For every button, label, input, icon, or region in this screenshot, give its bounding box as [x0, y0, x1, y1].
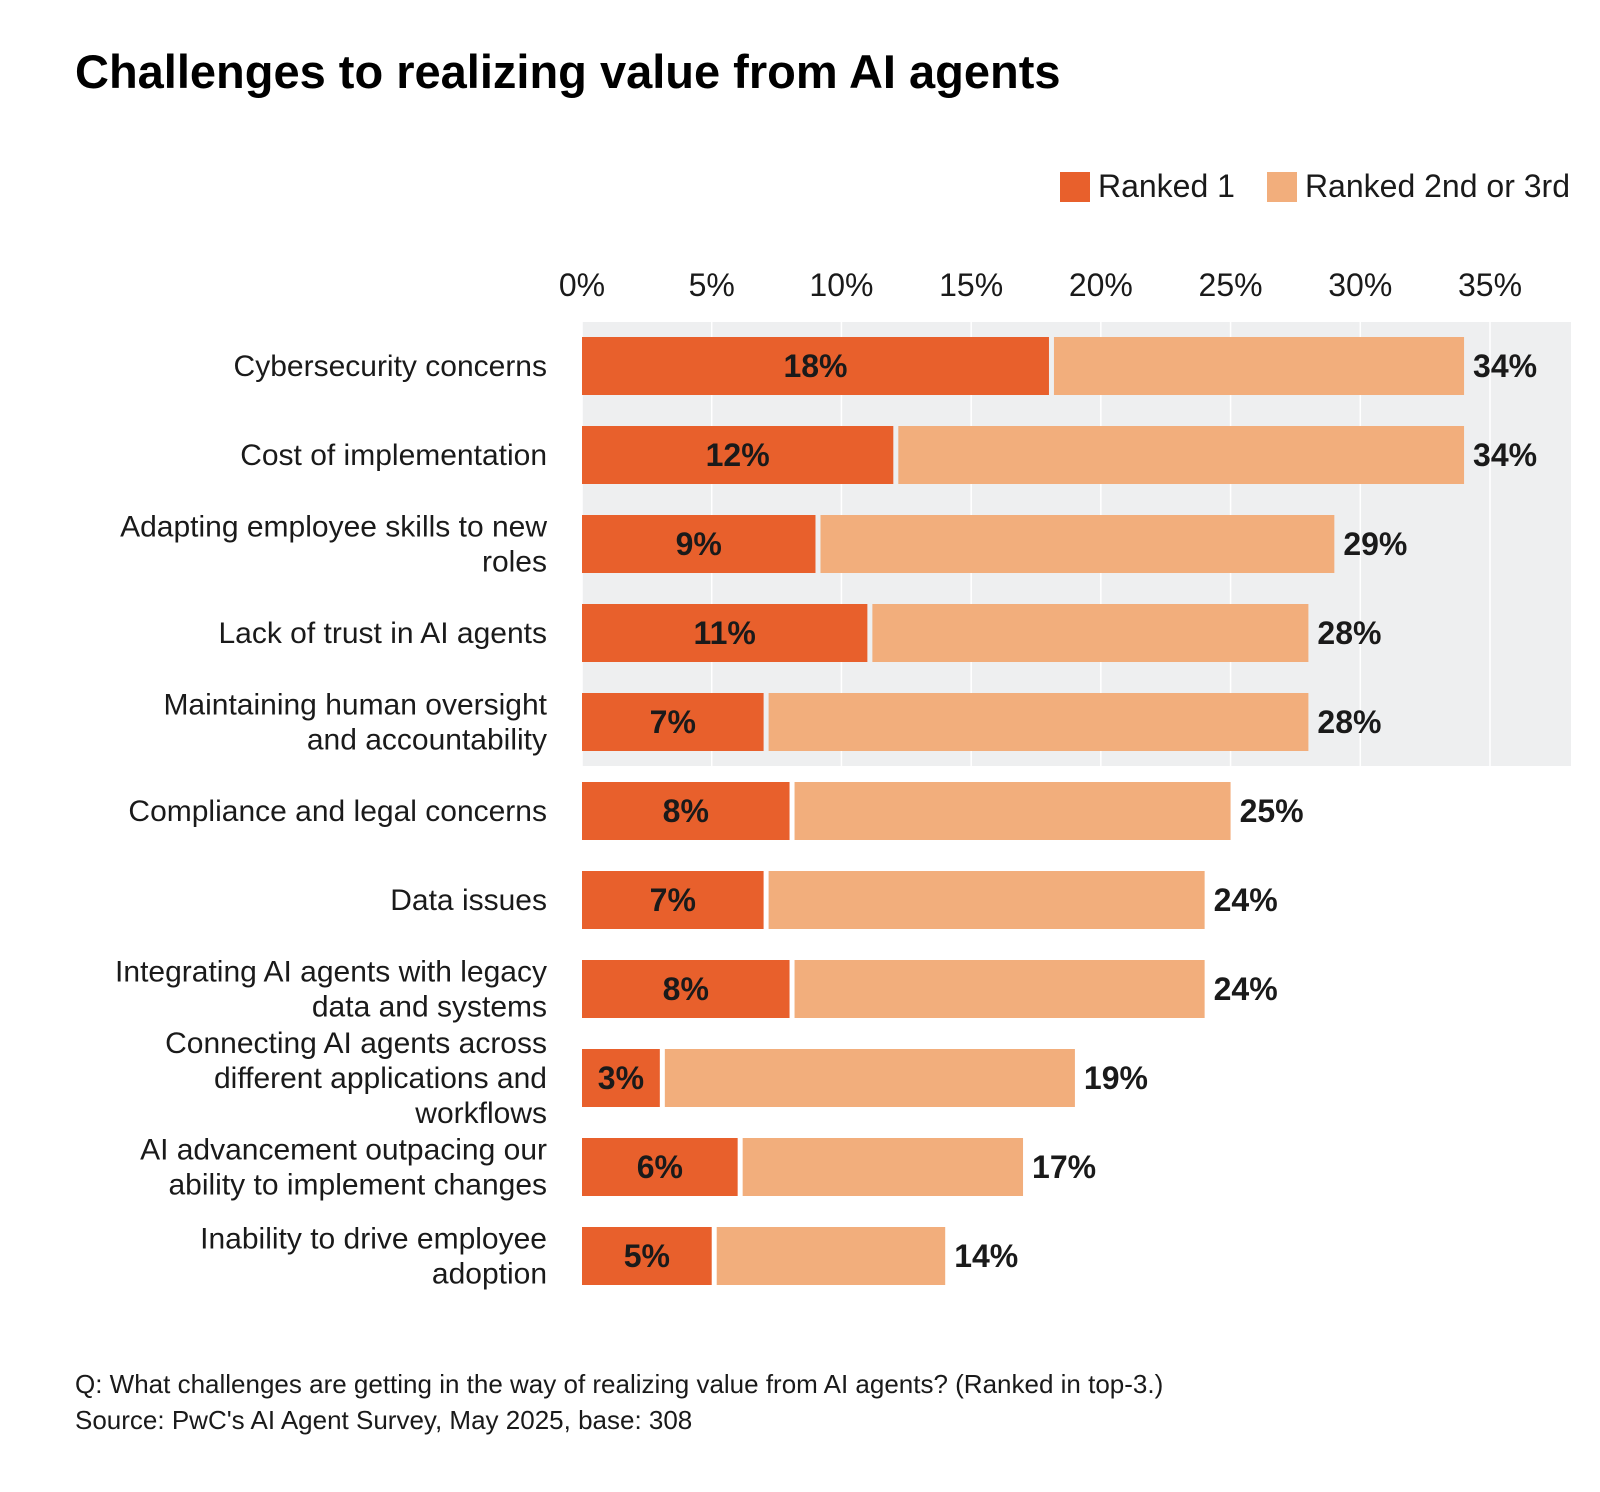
bar-ranked-1	[582, 515, 816, 573]
data-label-ranked-1: 12%	[706, 437, 770, 473]
data-label-total: 19%	[1084, 1060, 1148, 1096]
legend-swatch-ranked-1	[1059, 171, 1090, 202]
category-label-line: Maintaining human oversight	[163, 689, 547, 722]
category-label: Adapting employee skills to new roles	[120, 511, 547, 579]
category-label-line: ability to implement changes	[168, 1169, 547, 1202]
bar-ranked-2-3	[768, 693, 1309, 751]
footnote-source: Source: PwC's AI Agent Survey, May 2025,…	[75, 1405, 693, 1435]
category-label-line: workflows	[414, 1097, 547, 1130]
data-label-total: 24%	[1214, 971, 1278, 1007]
x-tick-label: 0%	[559, 267, 605, 303]
category-label-line: Data issues	[390, 884, 547, 917]
category-label: Compliance and legal concerns	[128, 795, 547, 828]
data-label-ranked-1: 18%	[783, 348, 847, 384]
category-label: Maintaining human oversight and accountab…	[163, 689, 547, 757]
bar-ranked-1	[582, 871, 764, 929]
bar-ranked-2-3	[898, 426, 1465, 484]
category-label-line: and accountability	[307, 724, 547, 757]
legend: Ranked 1 Ranked 2nd or 3rd	[1028, 168, 1570, 205]
data-label-total: 14%	[954, 1238, 1018, 1274]
category-label: Connecting AI agents across different app…	[165, 1027, 547, 1130]
chart-title: Challenges to realizing value from AI ag…	[75, 45, 1061, 98]
category-label-line: data and systems	[312, 991, 547, 1024]
data-label-total: 24%	[1214, 882, 1278, 918]
data-label-ranked-1: 6%	[637, 1149, 683, 1185]
category-label-line: Inability to drive employee	[200, 1223, 547, 1256]
bar-ranked-2-3	[742, 1138, 1024, 1196]
bar-ranked-2-3	[768, 871, 1205, 929]
data-label-ranked-1: 5%	[624, 1238, 670, 1274]
data-label-ranked-1: 7%	[650, 882, 696, 918]
data-label-ranked-1: 3%	[598, 1060, 644, 1096]
x-tick-label: 30%	[1328, 267, 1392, 303]
category-label: Data issues	[390, 884, 547, 917]
category-label: AI advancement outpacing our ability to i…	[140, 1134, 547, 1202]
data-label-total: 28%	[1317, 615, 1381, 651]
bar-ranked-1	[582, 426, 894, 484]
legend-item-ranked-2-3: Ranked 2nd or 3rd	[1266, 168, 1570, 205]
bar-ranked-2-3	[794, 960, 1205, 1018]
legend-swatch-ranked-2-3	[1266, 171, 1297, 202]
category-label-line: Cybersecurity concerns	[234, 350, 547, 383]
category-label-line: AI advancement outpacing our	[140, 1134, 547, 1167]
data-label-ranked-1: 9%	[676, 526, 722, 562]
category-label: Cybersecurity concerns	[234, 350, 547, 383]
x-tick-label: 25%	[1199, 267, 1263, 303]
bar-ranked-2-3	[716, 1227, 946, 1285]
bar-ranked-1	[582, 960, 790, 1018]
category-label-line: Connecting AI agents across	[165, 1027, 547, 1060]
category-label-line: Adapting employee skills to new	[120, 511, 547, 544]
bar-ranked-2-3	[1053, 337, 1465, 395]
category-label-line: Integrating AI agents with legacy	[115, 956, 547, 989]
category-label: Integrating AI agents with legacy data an…	[115, 956, 547, 1024]
bar-ranked-2-3	[820, 515, 1335, 573]
legend-label-ranked-1: Ranked 1	[1097, 168, 1235, 204]
category-label-line: Cost of implementation	[240, 439, 547, 472]
data-label-total: 17%	[1032, 1149, 1096, 1185]
bar-ranked-1	[582, 1049, 660, 1107]
category-label: Cost of implementation	[240, 439, 547, 472]
footnote: Q: What challenges are getting in the wa…	[75, 1366, 1163, 1438]
bar-ranked-1	[582, 782, 790, 840]
x-tick-label: 10%	[809, 267, 873, 303]
data-label-ranked-1: 8%	[663, 971, 709, 1007]
category-label: Inability to drive employee adoption	[200, 1223, 547, 1291]
category-label-line: adoption	[432, 1258, 547, 1291]
footnote-question: Q: What challenges are getting in the wa…	[75, 1369, 1164, 1399]
category-label-line: Lack of trust in AI agents	[218, 617, 547, 650]
bar-ranked-1	[582, 1227, 712, 1285]
bar-ranked-2-3	[664, 1049, 1075, 1107]
category-label-line: roles	[482, 546, 547, 579]
category-label-line: Compliance and legal concerns	[128, 795, 547, 828]
category-label: Lack of trust in AI agents	[218, 617, 547, 650]
bar-ranked-2-3	[794, 782, 1231, 840]
legend-label-ranked-2-3: Ranked 2nd or 3rd	[1304, 168, 1570, 204]
data-label-total: 34%	[1473, 348, 1537, 384]
x-tick-label: 15%	[939, 267, 1003, 303]
legend-item-ranked-1: Ranked 1	[1059, 168, 1235, 205]
data-label-total: 28%	[1317, 704, 1381, 740]
x-tick-label: 5%	[689, 267, 735, 303]
data-label-ranked-1: 7%	[650, 704, 696, 740]
bar-ranked-1	[582, 337, 1049, 395]
bar-ranked-1	[582, 1138, 738, 1196]
bar-ranked-2-3	[872, 604, 1309, 662]
data-label-ranked-1: 11%	[694, 615, 756, 651]
data-label-total: 34%	[1473, 437, 1537, 473]
x-tick-label: 20%	[1069, 267, 1133, 303]
bar-ranked-1	[582, 604, 868, 662]
category-label-line: different applications and	[214, 1062, 547, 1095]
bar-ranked-1	[582, 693, 764, 751]
x-tick-label: 35%	[1458, 267, 1522, 303]
data-label-total: 29%	[1343, 526, 1407, 562]
data-label-ranked-1: 8%	[663, 793, 709, 829]
bar-chart: 0% 5% 10% 15% 20% 25% 30% 35% 18% 34% Cybersecurit…	[115, 267, 1571, 1291]
data-label-total: 25%	[1240, 793, 1304, 829]
